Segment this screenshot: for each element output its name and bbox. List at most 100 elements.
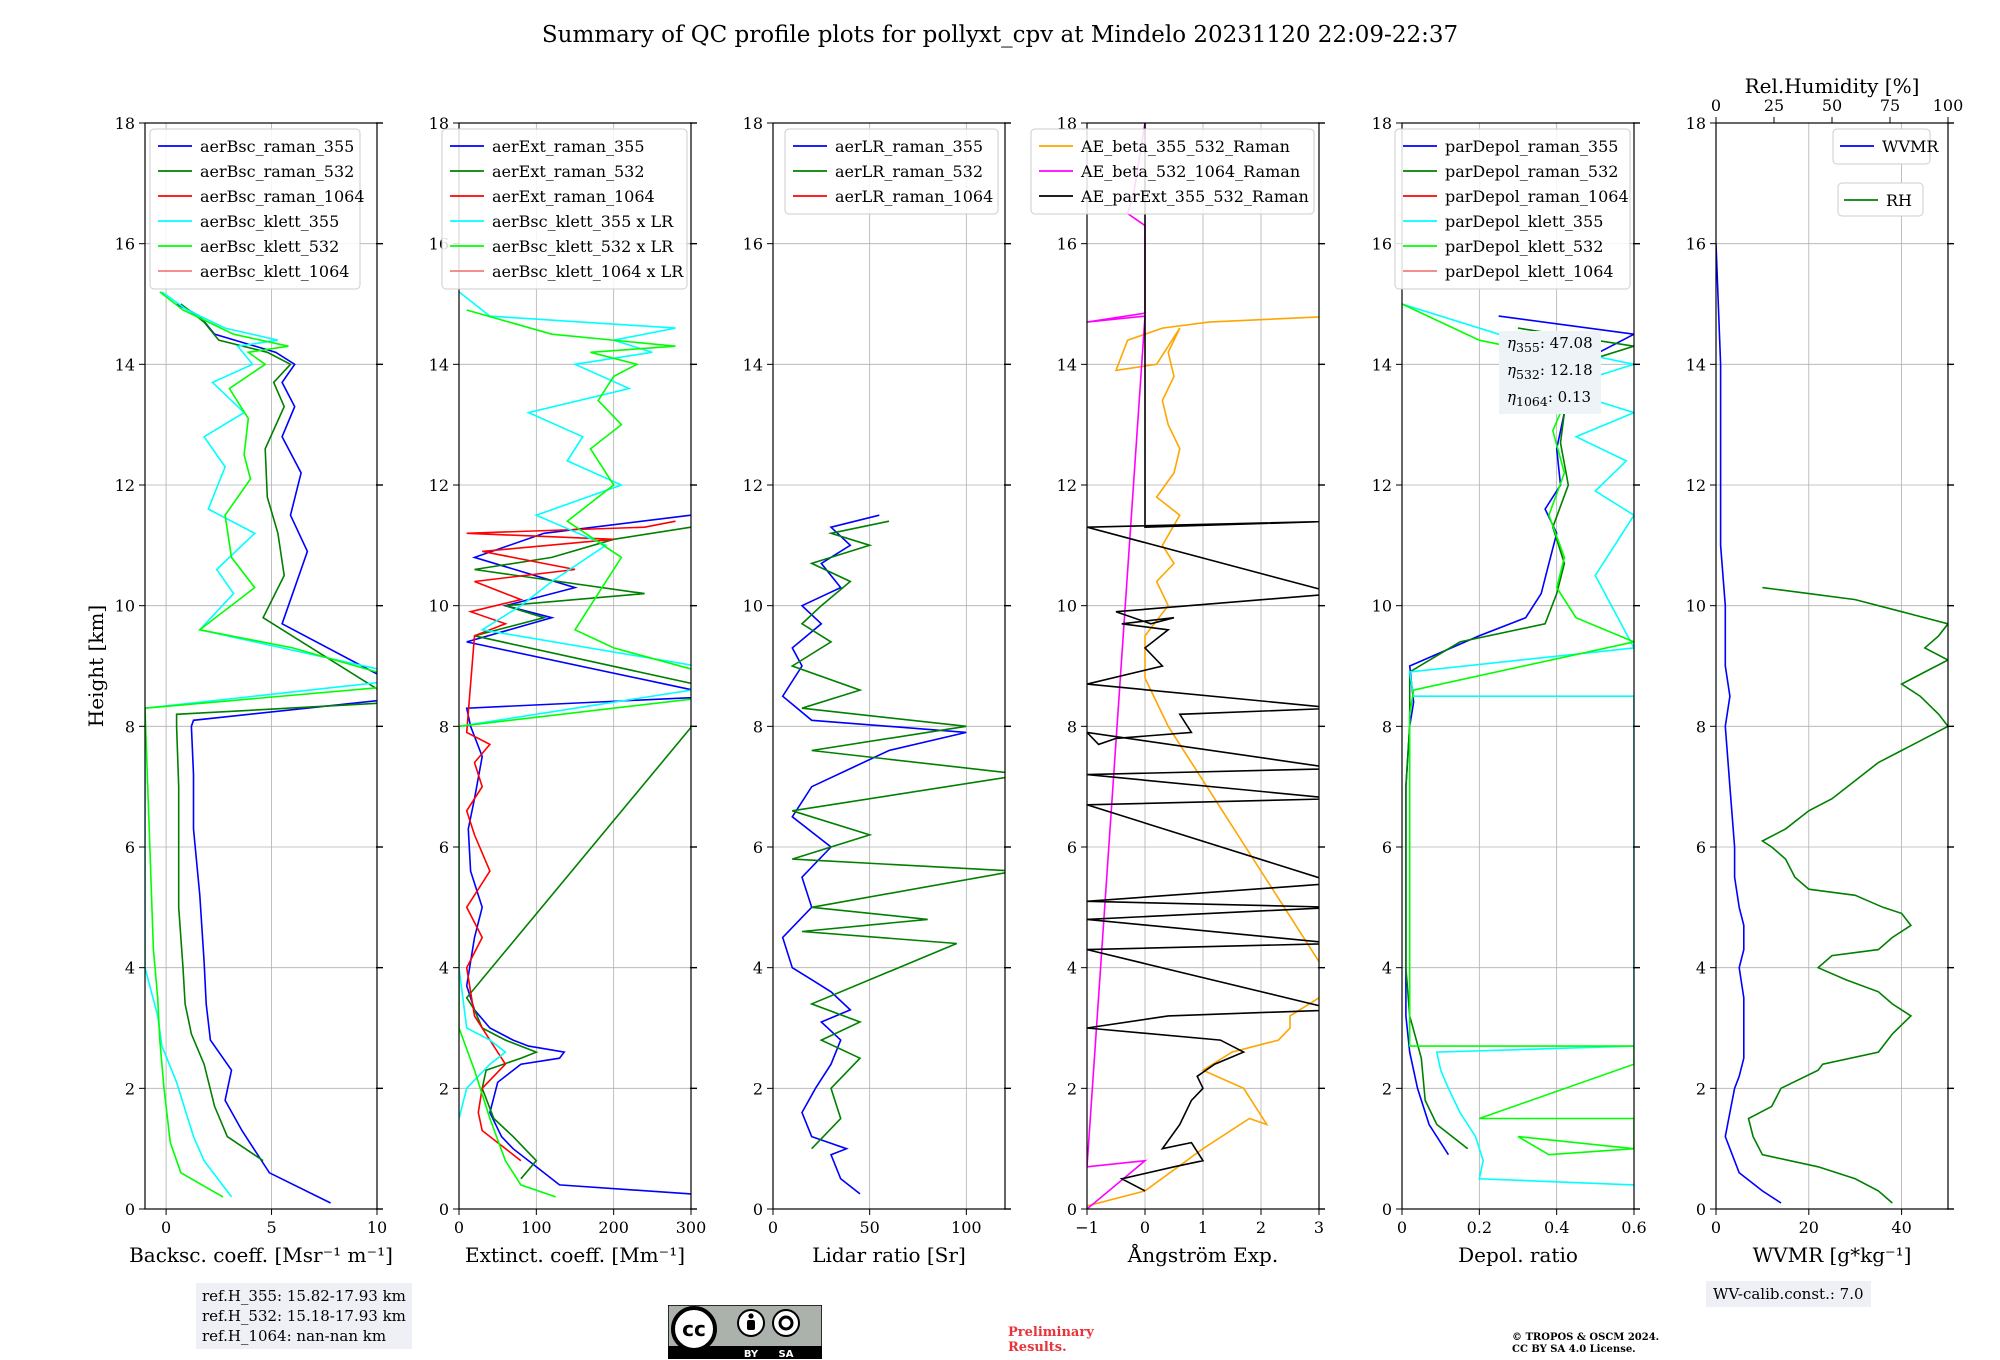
x-axis-label: Ångström Exp. <box>1127 1242 1278 1267</box>
y-tick-label: 16 <box>1057 235 1077 254</box>
y-tick-label: 6 <box>1696 838 1706 857</box>
x-tick-label: 0 <box>768 1218 778 1237</box>
x-tick-label: 0 <box>1711 1218 1721 1237</box>
y-tick-label: 6 <box>1067 838 1077 857</box>
legend-label: AE_beta_532_1064_Raman <box>1080 162 1300 181</box>
figure-title: Summary of QC profile plots for pollyxt_… <box>541 22 1459 48</box>
y-tick-label: 10 <box>743 597 763 616</box>
cc-icon <box>671 1306 717 1352</box>
y-tick-label: 0 <box>125 1200 135 1219</box>
y-tick-label: 12 <box>1057 476 1077 495</box>
y-tick-label: 18 <box>1686 114 1706 133</box>
legend-box-wvmr <box>1832 128 1931 165</box>
legend-label: aerBsc_klett_355 x LR <box>492 212 674 231</box>
y-tick-label: 0 <box>1382 1200 1392 1219</box>
y-tick-label: 2 <box>1696 1079 1706 1098</box>
x-axis-label: Lidar ratio [Sr] <box>812 1243 966 1267</box>
y-tick-label: 6 <box>439 838 449 857</box>
x-tick-label: 300 <box>676 1218 707 1237</box>
y-tick-label: 2 <box>1067 1079 1077 1098</box>
y-tick-label: 4 <box>125 959 135 978</box>
eta-355: η355: 47.08 <box>1507 334 1593 355</box>
series-line-aerLR_raman_532 <box>790 520 1005 1150</box>
x-tick-label: 5 <box>266 1218 276 1237</box>
y-tick-label: 18 <box>115 114 135 133</box>
x-tick-label: −1 <box>1075 1218 1099 1237</box>
eta-box: η355: 47.08 η532: 12.18 η1064: 0.13 <box>1499 331 1601 414</box>
legend-label-wvmr: WVMR <box>1882 137 1939 156</box>
y-tick-label: 4 <box>753 959 763 978</box>
y-tick-label: 8 <box>1067 717 1077 736</box>
series-line-AE_parExt_355_532_Raman <box>1087 123 1319 1192</box>
y-tick-label: 10 <box>1686 597 1706 616</box>
legend-label: aerExt_raman_532 <box>492 162 645 181</box>
top-tick-label: 0 <box>1711 96 1721 115</box>
y-tick-label: 18 <box>1372 114 1392 133</box>
legend-label: aerBsc_raman_532 <box>200 162 354 181</box>
y-tick-label: 14 <box>1057 355 1077 374</box>
y-tick-label: 18 <box>429 114 449 133</box>
y-tick-label: 14 <box>1686 355 1706 374</box>
panel-frame <box>458 122 692 1210</box>
series-line-aerBsc_klett_532 x LR <box>459 309 691 1198</box>
y-tick-label: 14 <box>115 355 135 374</box>
panel-frame <box>772 122 1006 1210</box>
y-tick-label: 4 <box>1696 959 1706 978</box>
legend-label: aerLR_raman_355 <box>835 137 983 156</box>
series-line-aerExt_raman_1064 <box>465 520 676 1162</box>
x-tick-label: 0 <box>1140 1218 1150 1237</box>
y-tick-label: 12 <box>1372 476 1392 495</box>
reference-height-box: ref.H_355: 15.82-17.93 km ref.H_532: 15.… <box>196 1283 412 1349</box>
cc-text: cc <box>682 1317 706 1341</box>
y-tick-label: 18 <box>743 114 763 133</box>
legend-label: parDepol_klett_532 <box>1445 237 1603 256</box>
x-tick-label: 20 <box>1799 1218 1819 1237</box>
eta-532: η532: 12.18 <box>1507 361 1593 382</box>
panel-frame <box>1715 122 1949 1210</box>
x-tick-label: 10 <box>367 1218 387 1237</box>
legend-box-rh <box>1837 182 1924 217</box>
legend-label: parDepol_raman_1064 <box>1445 187 1629 206</box>
y-tick-label: 8 <box>439 717 449 736</box>
top-axis-label: Rel.Humidity [%] <box>1745 74 1920 98</box>
legend-label-rh: RH <box>1886 191 1912 210</box>
top-tick-label: 100 <box>1933 96 1964 115</box>
x-tick-label: 3 <box>1314 1218 1324 1237</box>
y-tick-label: 2 <box>439 1079 449 1098</box>
series-line-aerBsc_raman_532 <box>175 303 377 1162</box>
cc-badge-strip <box>668 1346 822 1359</box>
y-tick-label: 16 <box>1372 235 1392 254</box>
y-tick-label: 8 <box>753 717 763 736</box>
panel-frame <box>1401 122 1635 1210</box>
y-tick-label: 12 <box>115 476 135 495</box>
legend-label: aerLR_raman_1064 <box>835 187 993 206</box>
x-axis-label: WVMR [g*kg⁻¹] <box>1753 1243 1912 1267</box>
y-tick-label: 2 <box>125 1079 135 1098</box>
y-tick-label: 10 <box>1372 597 1392 616</box>
series-line-parDepol_raman_355 <box>1405 315 1634 1156</box>
series-line-aerBsc_klett_355 x LR <box>459 291 691 1119</box>
x-tick-label: 100 <box>521 1218 552 1237</box>
y-tick-label: 10 <box>115 597 135 616</box>
top-tick-label: 75 <box>1880 96 1900 115</box>
wv-calibration-box: WV-calib.const.: 7.0 <box>1706 1281 1871 1307</box>
x-tick-label: 0.2 <box>1467 1218 1492 1237</box>
series-line-aerBsc_raman_355 <box>176 303 377 1204</box>
x-tick-label: 1 <box>1198 1218 1208 1237</box>
by-icon-head <box>748 1313 754 1319</box>
legend-label: aerBsc_raman_355 <box>200 137 354 156</box>
y-tick-label: 12 <box>1686 476 1706 495</box>
legend-label: parDepol_klett_355 <box>1445 212 1603 231</box>
x-axis-label: Extinct. coeff. [Mm⁻¹] <box>465 1243 685 1267</box>
legend-label: parDepol_raman_355 <box>1445 137 1618 156</box>
legend-label: AE_parExt_355_532_Raman <box>1080 187 1309 206</box>
series-line-aerBsc_klett_355 <box>145 291 377 1198</box>
y-tick-label: 14 <box>1372 355 1392 374</box>
x-tick-label: 50 <box>859 1218 879 1237</box>
ref-height-355: ref.H_355: 15.82-17.93 km <box>202 1287 406 1305</box>
y-tick-label: 2 <box>753 1079 763 1098</box>
eta-1064: η1064: 0.13 <box>1507 388 1592 409</box>
y-tick-label: 10 <box>429 597 449 616</box>
x-tick-label: 0 <box>1397 1218 1407 1237</box>
series-line-aerExt_raman_355 <box>465 514 691 1195</box>
